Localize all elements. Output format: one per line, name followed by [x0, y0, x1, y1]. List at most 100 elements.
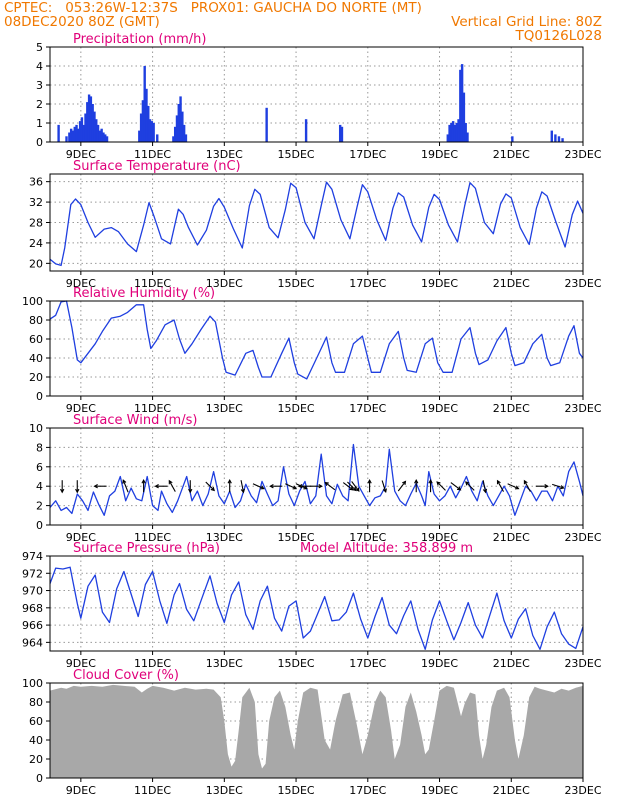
precip-bar [175, 115, 179, 142]
cloud-cover-ytick-label: 40 [29, 734, 43, 747]
surface-pressure-xtick-label: 15DEC [278, 657, 315, 670]
header-run-date: 08DEC2020 80Z (GMT) [4, 14, 160, 30]
precipitation-frame [49, 46, 584, 143]
wind-direction-arrow [205, 481, 215, 492]
precip-bar [448, 124, 451, 142]
surface-wind-xtick-label: 9DEC [66, 531, 96, 544]
relative-humidity-line [49, 300, 584, 380]
wind-arrow-head [367, 479, 372, 484]
precip-bar [466, 132, 469, 142]
wind-arrow-head [414, 479, 419, 484]
header-grid-note: Vertical Grid Line: 80Z [451, 14, 602, 30]
wind-direction-arrow [141, 479, 146, 493]
wind-arrow-head [60, 488, 65, 494]
precip-bar [77, 128, 80, 142]
wind-direction-arrow [450, 482, 462, 491]
relative-humidity-ytick-label: 40 [29, 352, 43, 365]
wind-arrow-head [141, 479, 146, 484]
wind-arrow-head [292, 485, 298, 490]
wind-direction-arrow [285, 483, 298, 490]
precip-bar [86, 102, 89, 142]
wind-direction-arrow [122, 479, 129, 493]
precip-bar [82, 124, 85, 142]
wind-arrow-shaft [205, 481, 215, 491]
precip-bar [57, 124, 60, 142]
surface-pressure-xtick-label: 13DEC [206, 657, 243, 670]
precip-bar [100, 128, 103, 142]
header-model-id: TQ0126L028 [515, 28, 602, 44]
surface-pressure-title: Surface Pressure (hPa) [73, 541, 220, 556]
surface-wind-xtick-label: 15DEC [278, 531, 315, 544]
precip-bar [98, 130, 102, 142]
precipitation-ytick-label: 0 [36, 136, 43, 149]
surface-wind-xtick-label: 13DEC [206, 531, 243, 544]
surface-wind-ytick-label: 2 [36, 500, 43, 513]
wind-direction-arrow [324, 481, 336, 491]
wind-arrow-head [188, 488, 193, 494]
precip-bar [87, 94, 91, 142]
surface-wind-ytick-label: 6 [36, 461, 43, 474]
precip-bar [75, 124, 78, 142]
wind-arrow-shaft [122, 479, 129, 493]
precip-bar [173, 126, 177, 142]
wind-arrow-head [352, 486, 357, 492]
precip-bar [265, 107, 268, 142]
wind-direction-arrow [240, 480, 246, 494]
precipitation-xtick-label: 21DEC [493, 148, 530, 161]
wind-arrow-shaft [552, 483, 564, 489]
precip-bar [464, 123, 467, 142]
precip-bar [177, 104, 180, 142]
wind-arrow-head [482, 488, 488, 494]
precipitation-title: Precipitation (mm/h) [73, 32, 206, 47]
wind-arrow-shaft [497, 480, 504, 492]
wind-direction-arrow [397, 480, 407, 492]
wind-arrow-shaft [465, 481, 475, 491]
wind-direction-arrow [347, 481, 357, 492]
wind-arrow-head [297, 484, 303, 489]
precip-bar [150, 121, 154, 142]
wind-direction-arrow [465, 481, 475, 491]
relative-humidity-xtick-label: 15DEC [278, 402, 315, 415]
surface-temperature-xtick-label: 13DEC [206, 277, 243, 290]
precip-bar [147, 105, 150, 142]
wind-arrow-shaft [285, 483, 297, 490]
cloud-cover-xtick-label: 19DEC [421, 784, 458, 797]
wind-direction-arrow [269, 484, 283, 489]
wind-direction-arrow [154, 484, 168, 489]
wind-arrow-head [523, 479, 528, 485]
precip-bar [172, 136, 175, 142]
relative-humidity-xtick-label: 17DEC [349, 402, 386, 415]
relative-humidity-xtick-label: 9DEC [66, 402, 96, 415]
wind-arrow-shaft [168, 480, 176, 492]
precip-bar [459, 69, 462, 142]
wind-direction-arrow [188, 480, 193, 494]
wind-arrow-head [260, 485, 265, 490]
wind-direction-arrow [309, 484, 323, 489]
surface-temperature-ytick-label: 24 [29, 237, 43, 250]
wind-arrow-shaft [397, 481, 406, 492]
surface-wind-frame [49, 427, 584, 526]
cloud-cover-xtick-label: 17DEC [349, 784, 386, 797]
wind-arrow-head [269, 484, 274, 489]
surface-pressure-xtick-label: 9DEC [66, 657, 96, 670]
precip-bar [179, 96, 182, 142]
wind-arrow-head [382, 488, 387, 493]
relative-humidity-ytick-label: 0 [36, 390, 43, 403]
surface-wind-xtick-label: 23DEC [564, 531, 601, 544]
wind-arrow-head [560, 485, 565, 490]
precip-bar [148, 119, 152, 142]
precip-bar [138, 130, 141, 142]
precip-bar [561, 138, 564, 142]
precipitation-ytick-label: 4 [36, 60, 43, 73]
wind-arrow-head [168, 479, 173, 485]
wind-arrow-head [154, 484, 159, 489]
wind-direction-arrow [507, 483, 520, 490]
wind-direction-arrow [381, 480, 387, 493]
surface-temperature-xtick-label: 21DEC [493, 277, 530, 290]
surface-temperature-xtick-label: 11DEC [134, 277, 171, 290]
precip-bar [95, 119, 98, 142]
precip-bar [460, 64, 464, 142]
surface-pressure-frame [49, 555, 584, 652]
precip-bar [80, 117, 84, 142]
wind-direction-arrow [93, 484, 107, 489]
